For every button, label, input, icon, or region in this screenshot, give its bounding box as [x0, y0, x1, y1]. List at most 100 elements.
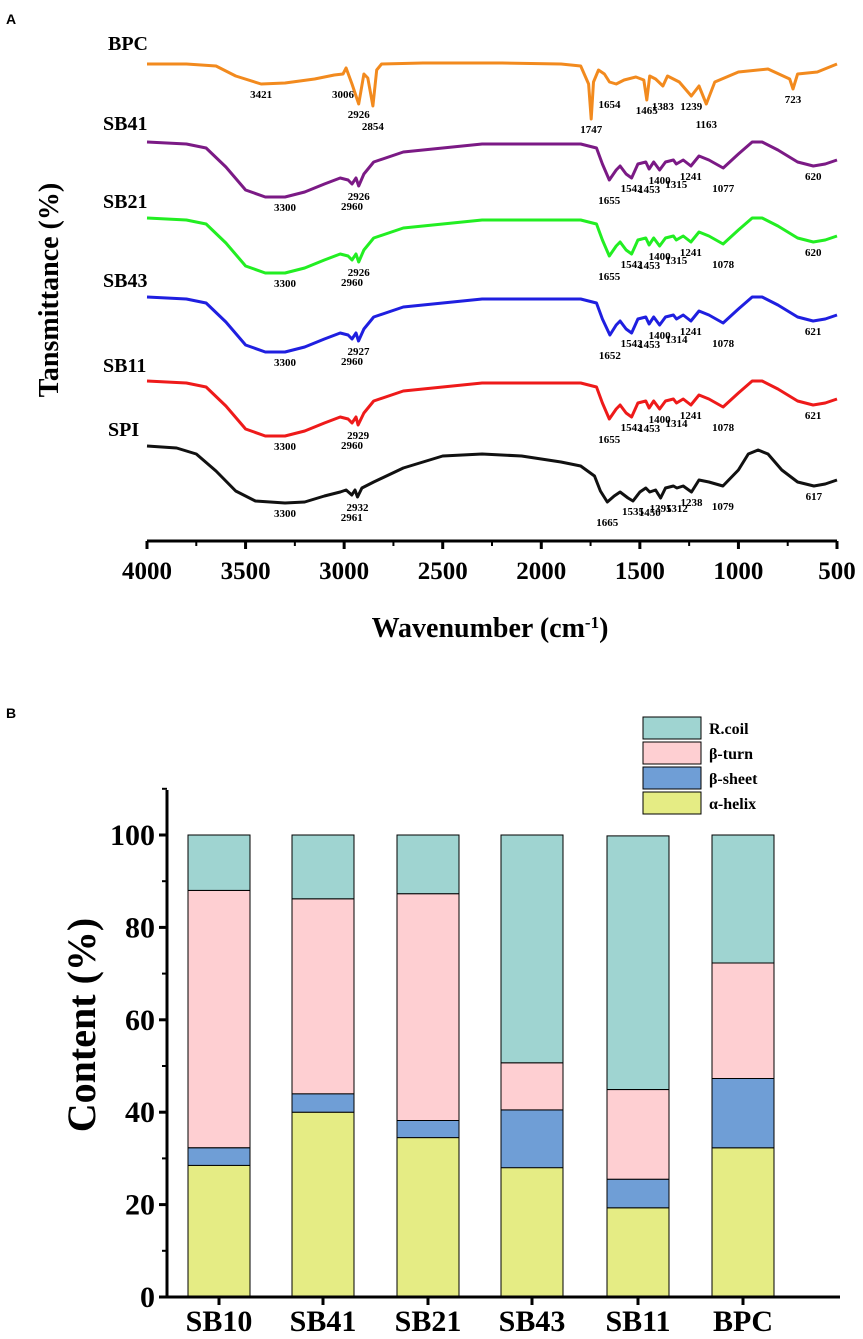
bar-legend: R.coil β-turn β-sheet α-helix — [642, 716, 758, 815]
x-tick-label: 4000 — [122, 558, 172, 585]
peak-label: 1655 — [598, 434, 621, 446]
peak-label: 1655 — [598, 271, 621, 283]
y-tick-label: 0 — [140, 1281, 155, 1314]
spectrum-sb21 — [146, 216, 838, 275]
peak-label: 1078 — [712, 422, 735, 434]
y-tick-label: 60 — [125, 1004, 155, 1037]
legend-swatch — [642, 766, 702, 790]
peak-label: 1241 — [680, 326, 702, 338]
bar-axes: 0 20 40 60 80 100 SB10 SB41 SB21 SB43 SB11 BPC — [110, 787, 840, 1338]
peak-label: 1453 — [638, 260, 661, 272]
bar-sb43-segment — [500, 834, 564, 1064]
x-tick-label: SB41 — [290, 1305, 357, 1338]
x-tick-label: SB43 — [499, 1305, 566, 1338]
peak-label: 2960 — [341, 356, 364, 368]
peak-label: 1654 — [599, 99, 622, 111]
x-tick-label: SB10 — [186, 1305, 253, 1338]
x-tick-label: 1000 — [713, 558, 763, 585]
panel-b-letter: B — [6, 705, 16, 721]
spectrum-sb41 — [146, 140, 838, 199]
series-label-bpc: BPC — [108, 33, 148, 55]
series-label-sb11: SB11 — [103, 355, 146, 377]
series-label-sb21: SB21 — [103, 191, 147, 213]
series-label-spi: SPI — [108, 419, 139, 441]
panel-b: B 0 20 40 60 80 100 SB10 SB41 SB21 SB43 SB11 BPC R.… — [6, 705, 840, 1338]
spectrum-sb11 — [146, 379, 838, 438]
peak-label: 1542 — [621, 422, 644, 434]
bar-sb11-segment — [606, 1178, 670, 1209]
bar-sb11-segment — [606, 835, 670, 1091]
series-label-sb41: SB41 — [103, 113, 147, 135]
spectrum-bpc — [147, 61, 838, 121]
peak-label: 1383 — [652, 101, 675, 113]
x-tick-label: 2000 — [516, 558, 566, 585]
ftir-series-labels: BPC SB41 SB21 SB43 SB11 SPI — [103, 33, 148, 441]
x-tick-label: SB11 — [605, 1305, 670, 1338]
series-label-sb43: SB43 — [103, 270, 147, 292]
peak-label: 2961 — [341, 512, 363, 524]
bar-sb41-segment — [291, 1111, 355, 1298]
bar-sb11-segment — [606, 1089, 670, 1180]
peak-label: 1241 — [680, 247, 702, 259]
peak-label: 2927 — [348, 346, 371, 358]
peak-label: 2960 — [341, 277, 364, 289]
bar-sb10-segment — [187, 1147, 251, 1166]
peak-label: 1314 — [666, 334, 689, 346]
peak-label: 3421 — [250, 89, 272, 101]
legend-label: R.coil — [709, 721, 749, 738]
legend-label: α-helix — [709, 796, 756, 813]
bar-sb10-segment — [187, 834, 251, 891]
peak-label: 3300 — [274, 278, 297, 290]
legend-label: β-sheet — [709, 771, 758, 788]
legend-swatch — [642, 716, 702, 740]
peak-label: 2960 — [341, 201, 364, 213]
bar-sb21-segment — [396, 1120, 460, 1139]
peak-label: 1077 — [712, 183, 735, 195]
bar-bpc-segment — [711, 962, 775, 1079]
y-tick-label: 80 — [125, 911, 155, 944]
peak-label: 1542 — [621, 183, 644, 195]
x-tick-label: 500 — [818, 558, 856, 585]
x-tick-label: 3000 — [319, 558, 369, 585]
y-tick-label: 40 — [125, 1096, 155, 1129]
peak-label: 620 — [805, 247, 822, 259]
peak-label: 1542 — [621, 338, 644, 350]
peak-label: 1453 — [638, 423, 661, 435]
peak-label: 723 — [785, 94, 802, 106]
ftir-x-axis-title: Wavenumber (cm-1) — [372, 613, 609, 645]
bar-sb41-segment — [291, 1093, 355, 1113]
bar-sb10-segment — [187, 1164, 251, 1298]
y-tick-label: 20 — [125, 1189, 155, 1222]
peak-label: 2926 — [348, 267, 371, 279]
peak-label: 3300 — [274, 441, 297, 453]
peak-label: 2960 — [341, 440, 364, 452]
spectrum-sb43 — [146, 295, 838, 354]
ftir-x-axis: 4000 3500 3000 2500 2000 1500 1000 500 — [122, 539, 856, 585]
peak-label: 621 — [805, 326, 822, 338]
peak-label: 1400 — [649, 251, 672, 263]
bar-sb11-segment — [606, 1207, 670, 1298]
stacked-bars — [187, 834, 775, 1298]
y-tick-label: 100 — [110, 819, 155, 852]
peak-label: 1238 — [681, 497, 704, 509]
peak-label: 1453 — [638, 339, 661, 351]
peak-label: 617 — [806, 491, 823, 503]
legend-swatch — [642, 791, 702, 815]
peak-label: 1542 — [621, 259, 644, 271]
peak-label: 1400 — [649, 330, 672, 342]
peak-label: 1163 — [696, 119, 718, 131]
peak-label: 1453 — [638, 184, 661, 196]
peak-label: 1652 — [599, 350, 622, 362]
peak-label: 621 — [805, 410, 822, 422]
peak-label: 3300 — [274, 202, 297, 214]
peak-label: 1747 — [580, 124, 603, 136]
spectrum-spi — [146, 444, 838, 505]
bar-sb10-segment — [187, 889, 251, 1149]
peak-label: 1241 — [680, 410, 702, 422]
peak-label: 1241 — [680, 171, 702, 183]
peak-label: 3300 — [274, 508, 297, 520]
peak-label: 2929 — [347, 430, 370, 442]
peak-label: 1655 — [598, 195, 621, 207]
peak-label: 1078 — [712, 259, 735, 271]
